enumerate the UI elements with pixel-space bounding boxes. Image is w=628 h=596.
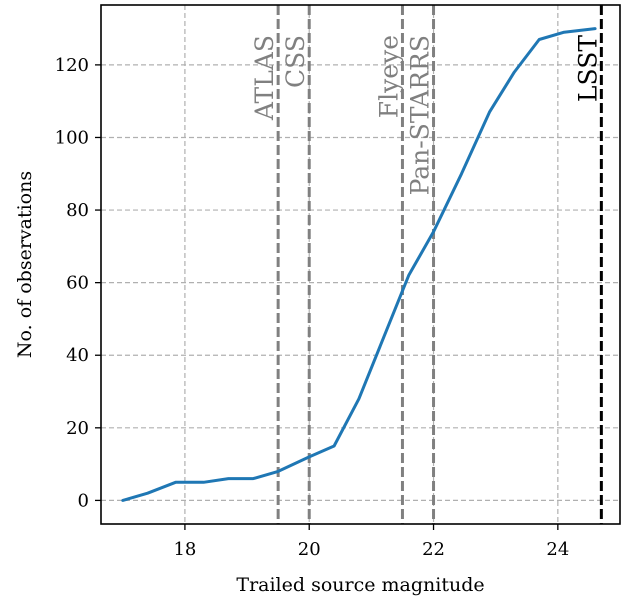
series-layer	[123, 29, 595, 501]
y-tick-label: 60	[66, 273, 89, 294]
y-tick-label: 120	[55, 55, 89, 76]
axis-ticks: 18 20 22 24 0 20 40 60 80 100 120	[55, 55, 570, 560]
y-axis-label: No. of observations	[14, 171, 36, 358]
survey-labels: ATLAS CSS Flyeye Pan-STARRS LSST	[250, 35, 602, 196]
x-tick-label: 24	[546, 539, 569, 560]
y-tick-label: 0	[78, 490, 89, 511]
vline-label-flyeye: Flyeye	[374, 35, 403, 118]
x-tick-label: 22	[422, 539, 445, 560]
y-tick-label: 100	[55, 127, 89, 148]
x-tick-label: 18	[173, 539, 196, 560]
grid	[101, 5, 620, 524]
y-tick-label: 80	[66, 200, 89, 221]
vline-label-pan-starrs: Pan-STARRS	[406, 35, 435, 195]
survey-limit-lines	[278, 5, 601, 524]
vline-label-atlas: ATLAS	[250, 35, 279, 121]
x-tick-label: 20	[298, 539, 321, 560]
series-line	[123, 29, 595, 501]
plot-frame	[101, 5, 620, 524]
y-tick-label: 40	[66, 345, 89, 366]
vline-label-lsst: LSST	[573, 35, 602, 102]
y-tick-label: 20	[66, 418, 89, 439]
x-axis-label: Trailed source magnitude	[236, 574, 484, 596]
vline-label-css: CSS	[281, 35, 310, 88]
